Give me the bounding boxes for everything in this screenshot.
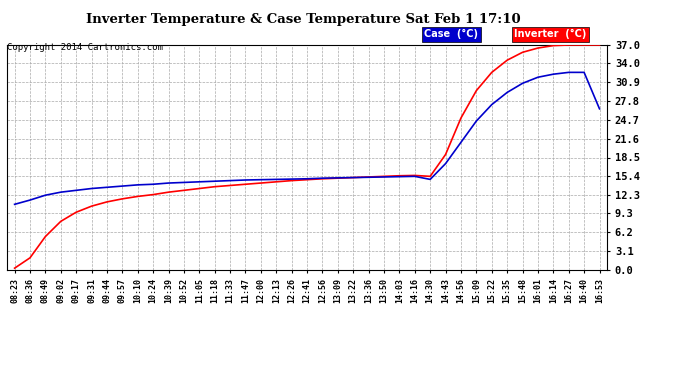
Text: Copyright 2014 Cartronics.com: Copyright 2014 Cartronics.com	[7, 43, 163, 52]
Text: Case  (°C): Case (°C)	[424, 29, 478, 39]
Text: Inverter  (°C): Inverter (°C)	[514, 29, 586, 39]
Text: Inverter Temperature & Case Temperature Sat Feb 1 17:10: Inverter Temperature & Case Temperature …	[86, 13, 521, 26]
